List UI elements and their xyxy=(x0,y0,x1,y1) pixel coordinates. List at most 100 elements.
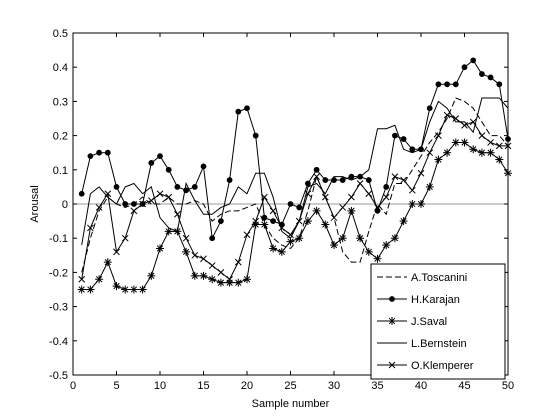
data-point-j-saval xyxy=(260,220,269,229)
data-point-o-klemperer xyxy=(208,262,216,269)
marker-stroke xyxy=(330,214,338,222)
marker-stroke xyxy=(121,234,129,242)
x-axis-label: Sample number xyxy=(252,398,330,410)
data-point-j-saval xyxy=(312,206,321,215)
marker-stroke xyxy=(417,200,425,208)
data-point-j-saval xyxy=(77,285,86,294)
data-point-o-klemperer xyxy=(139,200,146,208)
data-point-j-saval xyxy=(138,285,147,294)
data-point-j-saval xyxy=(347,206,356,215)
data-point-o-klemperer xyxy=(382,193,390,201)
legend-label: H.Karajan xyxy=(411,294,460,306)
legend-label: O.Klemperer xyxy=(411,360,474,372)
data-point-j-saval xyxy=(208,275,217,284)
data-point-h-karajan xyxy=(296,204,303,211)
data-point-j-saval xyxy=(112,282,121,291)
series-layer xyxy=(77,57,512,294)
x-tick-label: 5 xyxy=(113,380,119,392)
marker-stroke xyxy=(426,183,433,191)
marker-stroke xyxy=(87,286,94,293)
marker-stroke xyxy=(208,262,216,269)
data-point-o-klemperer xyxy=(243,231,251,239)
data-point-o-klemperer xyxy=(269,207,277,215)
x-tick-label: 15 xyxy=(197,380,209,392)
marker-stroke xyxy=(470,146,477,153)
marker-stroke xyxy=(287,231,294,239)
marker-stroke xyxy=(443,111,451,119)
data-point-o-klemperer xyxy=(182,234,190,242)
series-line-l-bernstein xyxy=(81,97,509,246)
marker-stroke xyxy=(165,193,173,201)
marker-stroke xyxy=(234,258,242,266)
data-point-h-karajan xyxy=(452,81,459,88)
marker-stroke xyxy=(252,217,260,225)
data-point-j-saval xyxy=(286,237,295,246)
marker-stroke xyxy=(452,139,459,146)
data-point-j-saval xyxy=(243,275,251,284)
marker-stroke xyxy=(243,231,251,239)
y-tick-label: 0.2 xyxy=(53,131,68,143)
marker-stroke xyxy=(200,255,207,263)
data-point-o-klemperer xyxy=(174,210,181,218)
data-point-o-klemperer xyxy=(391,173,399,180)
data-point-o-klemperer xyxy=(287,231,294,239)
marker-stroke xyxy=(409,200,416,208)
data-point-o-klemperer xyxy=(200,255,207,263)
marker-stroke xyxy=(104,190,112,198)
y-axis-label: Arousal xyxy=(29,185,41,222)
series-j-saval xyxy=(77,138,512,294)
data-point-o-klemperer xyxy=(130,207,138,215)
data-point-h-karajan xyxy=(461,64,468,71)
data-point-j-saval xyxy=(330,241,338,250)
data-point-o-klemperer xyxy=(435,132,442,139)
data-point-o-klemperer xyxy=(156,190,164,198)
marker-stroke xyxy=(174,210,181,218)
marker-stroke xyxy=(356,180,364,187)
series-l-bernstein xyxy=(81,97,509,246)
marker-stroke xyxy=(165,228,172,235)
data-point-o-klemperer xyxy=(400,176,407,184)
data-point-h-karajan xyxy=(365,177,372,183)
data-point-j-saval xyxy=(277,247,286,256)
marker-stroke xyxy=(304,217,312,225)
marker-stroke xyxy=(217,269,225,276)
marker-stroke xyxy=(78,286,85,293)
y-tick-label: 0.3 xyxy=(53,96,68,108)
data-point-o-klemperer xyxy=(348,193,355,201)
data-point-h-karajan xyxy=(444,81,451,88)
marker-stroke xyxy=(339,204,347,211)
data-point-o-klemperer xyxy=(495,142,503,150)
data-point-j-saval xyxy=(156,244,164,253)
y-tick-label: -0.5 xyxy=(49,370,68,382)
marker-stroke xyxy=(296,235,303,242)
data-point-j-saval xyxy=(417,200,425,208)
marker-stroke xyxy=(435,156,442,163)
marker-stroke xyxy=(235,279,242,286)
marker-stroke xyxy=(95,204,103,211)
data-point-h-karajan xyxy=(496,81,503,88)
marker-stroke xyxy=(191,272,198,279)
data-point-h-karajan xyxy=(261,214,268,221)
data-point-j-saval xyxy=(486,148,495,157)
marker-stroke xyxy=(147,197,155,204)
marker-stroke xyxy=(365,190,373,198)
data-point-o-klemperer xyxy=(478,132,486,139)
marker-stroke xyxy=(191,251,199,259)
marker-stroke xyxy=(78,275,86,283)
marker-stroke xyxy=(435,132,442,139)
marker-stroke xyxy=(374,204,381,211)
data-point-o-klemperer xyxy=(417,169,425,177)
data-point-h-karajan xyxy=(78,190,85,197)
data-point-h-karajan xyxy=(148,160,155,166)
legend-item-h-karajan: H.Karajan xyxy=(377,294,460,306)
marker-stroke xyxy=(156,245,164,252)
data-point-o-klemperer xyxy=(191,251,199,259)
marker-stroke xyxy=(417,169,425,177)
data-point-j-saval xyxy=(338,234,347,243)
marker-stroke xyxy=(348,207,355,214)
data-point-h-karajan xyxy=(435,81,442,88)
marker-stroke xyxy=(356,235,364,242)
marker-stroke xyxy=(452,115,460,122)
marker-stroke xyxy=(304,190,312,198)
